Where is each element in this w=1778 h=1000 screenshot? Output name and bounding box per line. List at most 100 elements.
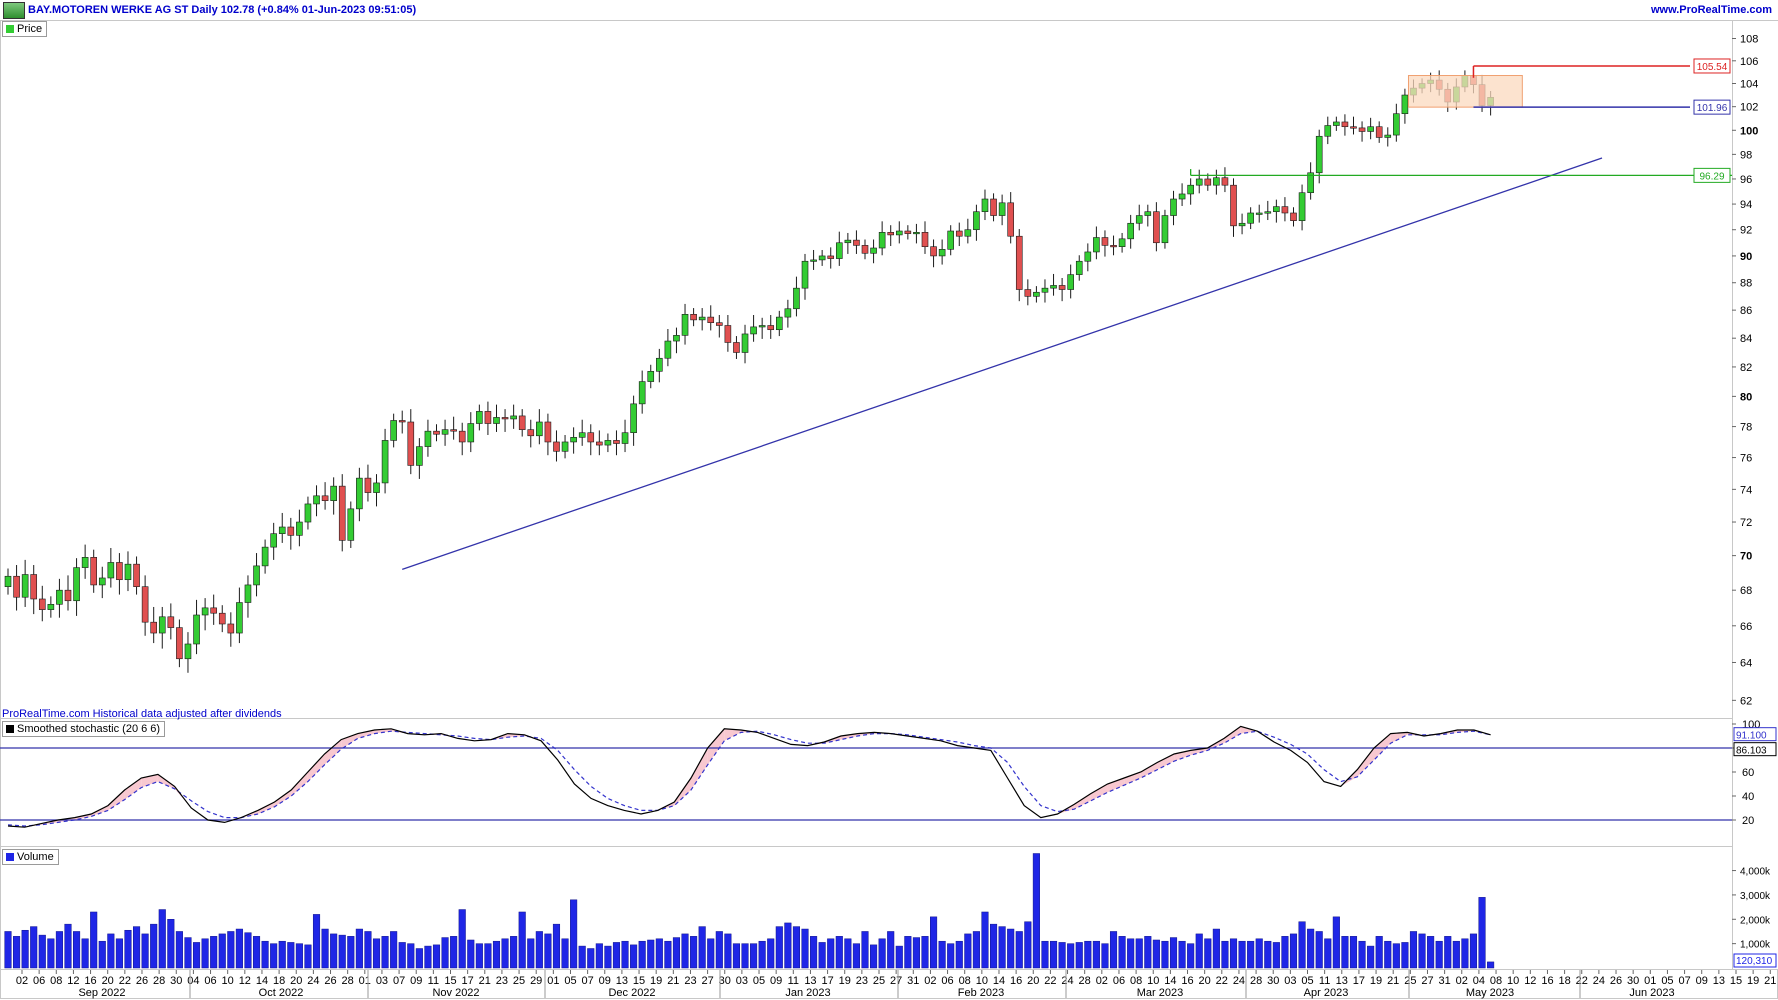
x-day-label: 24 [1233,975,1245,987]
candle-up [784,308,792,318]
prorealtime-link[interactable]: www.ProRealTime.com [1650,4,1772,16]
candle-up [630,403,637,434]
x-day-label: 28 [153,975,165,987]
price-tick-label: 92 [1740,225,1752,237]
x-day-label: 18 [1558,975,1570,987]
volume-bar [1161,940,1169,969]
candle-down [64,589,72,602]
candle-down [690,314,697,321]
volume-bar [1461,938,1469,969]
candle-down [904,230,912,234]
x-day-label: 24 [307,975,319,987]
candle-up [895,230,903,236]
price-legend[interactable]: Price [2,21,48,37]
x-day-label: 01 [1644,975,1656,987]
volume-bar [235,928,243,969]
x-day-label: 06 [204,975,216,987]
volume-bar [767,938,775,969]
candle-up [158,616,166,634]
candle-down [1358,127,1366,132]
stochastic-fill [724,728,741,741]
volume-legend[interactable]: Volume [2,849,59,865]
candle-up [1093,237,1100,253]
x-day-label: 14 [256,975,268,987]
volume-bar [621,940,629,969]
candle-up [973,211,980,231]
candle-up [1238,222,1246,227]
candle-down [13,575,20,598]
candle-up [1401,94,1409,115]
x-day-label: 02 [16,975,28,987]
volume-bar [321,928,329,969]
candle-up [1118,238,1126,247]
volume-bar [1169,937,1178,969]
volume-bar [1152,939,1160,969]
x-day-label: 23 [496,975,508,987]
stochastic-legend[interactable]: Smoothed stochastic (20 6 6) [2,721,166,737]
x-day-label: 03 [1284,975,1296,987]
candle-up [758,325,766,328]
x-day-label: 19 [839,975,851,987]
volume-bar [1178,940,1186,969]
candle-up [373,482,380,493]
volume-bar [1204,938,1212,969]
volume-bar [1118,936,1126,969]
candle-up [998,202,1006,216]
volume-bar [981,911,989,969]
volume-bar [1187,943,1195,969]
volume-bar [372,938,381,969]
candle-down [1230,184,1237,227]
candle-down [733,342,740,353]
volume-bar [921,936,929,969]
x-day-label: 15 [444,975,456,987]
x-day-label: 16 [1010,975,1022,987]
candle-up [244,584,252,603]
volume-bar [1264,940,1272,969]
volume-bar [561,938,569,969]
x-day-label: 12 [67,975,79,987]
volume-bar [1384,940,1392,969]
volume-tick-label: 3,000k [1740,891,1771,902]
candle-up [278,526,286,534]
candle-up [1213,177,1220,186]
x-day-label: 21 [667,975,679,987]
candle-down [827,255,835,259]
candle-down [484,411,492,424]
volume-bar [107,933,115,969]
volume-bar [450,936,458,969]
candle-up [1195,178,1203,186]
volume-bar [1255,938,1263,969]
stochastic-fill [1357,748,1375,777]
stochastic-fill [1074,793,1091,810]
candle-down [287,526,295,536]
candle-up [1298,192,1306,221]
price-tick-label: 78 [1740,422,1752,434]
price-tick-label: 94 [1740,199,1752,211]
volume-last-box [1733,953,1777,968]
x-month-label: Feb 2023 [958,987,1004,999]
candle-up [793,287,800,310]
candle-up [21,574,29,598]
candle-down [861,245,869,254]
volume-bar [1281,936,1289,969]
candle-up [1393,113,1400,136]
x-day-label: 28 [1079,975,1091,987]
x-month-label: Sep 2022 [78,987,125,999]
x-day-label: 13 [1336,975,1348,987]
price-tick-label: 100 [1740,125,1758,137]
candle-down [716,322,723,326]
candle-up [1067,274,1074,290]
stochastic-fill [257,802,275,814]
candle-down [141,586,149,623]
x-day-label: 14 [1164,975,1176,987]
x-day-label: 09 [1696,975,1708,987]
stochastic-fill [1157,754,1175,770]
candle-down [218,612,226,625]
x-day-label: 02 [924,975,936,987]
volume-bar [355,928,363,969]
candle-down [321,495,329,501]
box-level-tag-label: 101.96 [1697,103,1728,114]
candle-down [1015,235,1023,290]
